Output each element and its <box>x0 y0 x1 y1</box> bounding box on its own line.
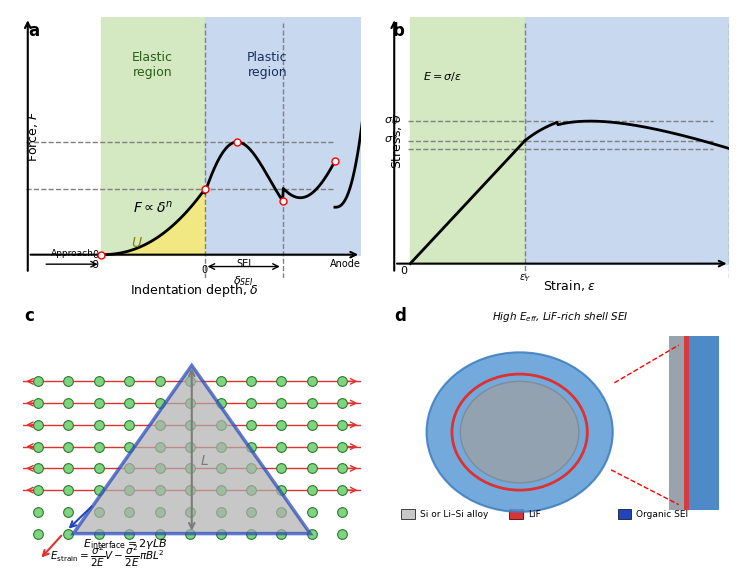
Bar <box>684 336 689 510</box>
Bar <box>510 509 523 519</box>
Text: $F\propto\delta^n$: $F\propto\delta^n$ <box>132 199 173 215</box>
Text: 0: 0 <box>92 249 98 260</box>
Polygon shape <box>73 365 310 534</box>
Text: $U$: $U$ <box>131 236 143 250</box>
Bar <box>689 336 719 510</box>
Bar <box>618 509 632 519</box>
Text: $\varepsilon_Y$: $\varepsilon_Y$ <box>519 273 531 284</box>
Bar <box>101 17 205 255</box>
Text: Stress, $\sigma$: Stress, $\sigma$ <box>390 112 405 169</box>
Text: $L$: $L$ <box>200 454 209 468</box>
Bar <box>410 17 525 264</box>
Text: d: d <box>395 307 406 325</box>
Text: 0: 0 <box>400 266 407 276</box>
Text: Approach: Approach <box>50 249 93 259</box>
Text: $\delta_{SEI}$: $\delta_{SEI}$ <box>233 274 254 288</box>
Text: $E_{\rm interface} = 2\gamma LB$: $E_{\rm interface} = 2\gamma LB$ <box>83 536 168 551</box>
Text: Strain, $\epsilon$: Strain, $\epsilon$ <box>543 278 596 293</box>
Text: c: c <box>24 307 34 325</box>
Bar <box>402 509 415 519</box>
Text: 0: 0 <box>202 265 208 275</box>
Text: $\sigma_U$: $\sigma_U$ <box>384 115 399 127</box>
Text: a: a <box>28 22 39 40</box>
Text: SEI: SEI <box>236 259 251 270</box>
Text: High $E_{eff}$, LiF-rich shell SEI: High $E_{eff}$, LiF-rich shell SEI <box>492 310 629 324</box>
Ellipse shape <box>426 352 613 512</box>
Text: LiF: LiF <box>528 510 541 519</box>
Ellipse shape <box>460 382 579 483</box>
Bar <box>525 17 729 264</box>
Text: Anode: Anode <box>330 259 361 270</box>
Text: $E_{\rm strain} = \dfrac{\sigma^2}{2E}V - \dfrac{\sigma^2}{2E}\pi BL^2$: $E_{\rm strain} = \dfrac{\sigma^2}{2E}V … <box>50 543 165 569</box>
Text: b: b <box>393 22 404 41</box>
Text: Indentation depth, $\delta$: Indentation depth, $\delta$ <box>130 282 259 299</box>
Text: $E=\sigma/\varepsilon$: $E=\sigma/\varepsilon$ <box>423 70 462 83</box>
Text: Elastic
region: Elastic region <box>132 51 173 79</box>
Bar <box>669 336 719 510</box>
Text: Force, $F$: Force, $F$ <box>26 110 40 162</box>
Text: Organic SEI: Organic SEI <box>636 510 689 519</box>
Text: Plastic
region: Plastic region <box>247 51 287 79</box>
Bar <box>669 336 686 510</box>
Bar <box>205 17 361 255</box>
Text: Si or Li–Si alloy: Si or Li–Si alloy <box>420 510 488 519</box>
Text: $\sigma_Y$: $\sigma_Y$ <box>384 135 399 146</box>
Text: 0: 0 <box>91 260 98 270</box>
